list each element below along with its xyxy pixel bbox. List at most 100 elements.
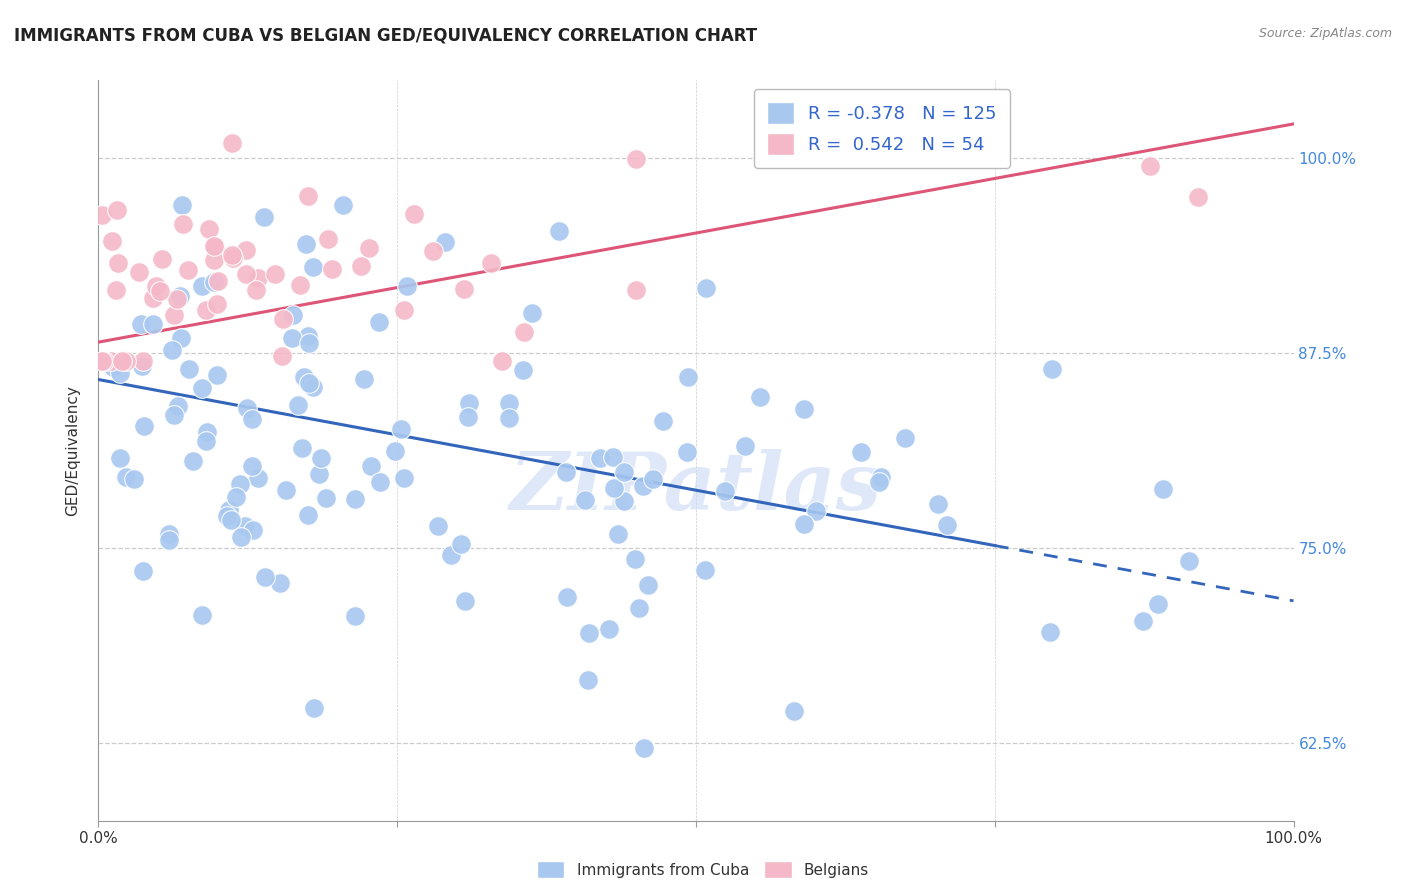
Point <box>1152 482 1174 496</box>
Point <box>297 329 319 343</box>
Point <box>219 513 242 527</box>
Point <box>623 552 645 566</box>
Point <box>554 465 576 479</box>
Point <box>205 368 228 382</box>
Point <box>205 297 228 311</box>
Point <box>157 526 180 541</box>
Point <box>389 422 412 436</box>
Point <box>253 211 276 225</box>
Point <box>714 484 737 499</box>
Point <box>195 302 218 317</box>
Text: IMMIGRANTS FROM CUBA VS BELGIAN GED/EQUIVALENCY CORRELATION CHART: IMMIGRANTS FROM CUBA VS BELGIAN GED/EQUI… <box>14 27 758 45</box>
Point <box>633 740 655 755</box>
Point <box>433 235 456 249</box>
Point <box>221 136 243 150</box>
Point <box>221 247 243 261</box>
Point <box>157 533 180 547</box>
Point <box>240 412 263 426</box>
Point <box>457 409 479 424</box>
Point <box>676 445 699 459</box>
Point <box>628 601 651 615</box>
Point <box>122 472 145 486</box>
Point <box>1132 614 1154 628</box>
Point <box>315 491 337 505</box>
Point <box>222 251 245 265</box>
Text: Source: ZipAtlas.com: Source: ZipAtlas.com <box>1258 27 1392 40</box>
Point <box>302 380 325 394</box>
Point <box>869 469 891 483</box>
Point <box>297 188 319 202</box>
Point <box>142 291 165 305</box>
Point <box>110 366 132 380</box>
Point <box>652 414 675 428</box>
Point <box>271 312 294 326</box>
Point <box>107 256 129 270</box>
Point <box>453 282 475 296</box>
Point <box>309 451 332 466</box>
Point <box>93 354 115 368</box>
Point <box>162 343 184 357</box>
Point <box>111 354 134 368</box>
Point <box>783 704 806 718</box>
Point <box>458 395 481 409</box>
Point <box>576 673 599 687</box>
Point <box>316 232 339 246</box>
Point <box>491 354 513 368</box>
Point <box>270 350 292 364</box>
Point <box>574 492 596 507</box>
Y-axis label: GED/Equivalency: GED/Equivalency <box>65 385 80 516</box>
Point <box>793 517 815 532</box>
Point <box>191 278 214 293</box>
Point <box>404 207 426 221</box>
Point <box>479 255 502 269</box>
Point <box>91 208 114 222</box>
Point <box>269 576 291 591</box>
Point <box>204 240 226 254</box>
Point <box>360 459 382 474</box>
Point <box>298 376 321 391</box>
Point <box>225 490 247 504</box>
Point <box>202 275 225 289</box>
Point <box>302 701 325 715</box>
Point <box>142 317 165 331</box>
Point <box>163 308 186 322</box>
Point <box>392 303 415 318</box>
Point <box>245 283 267 297</box>
Point <box>253 570 276 584</box>
Point <box>603 481 626 495</box>
Point <box>202 239 225 253</box>
Point <box>104 283 127 297</box>
Point <box>332 198 354 212</box>
Point <box>695 281 717 295</box>
Point <box>233 518 256 533</box>
Point <box>191 607 214 622</box>
Text: ZIPatlas: ZIPatlas <box>510 449 882 526</box>
Point <box>149 284 172 298</box>
Point <box>384 444 406 458</box>
Point <box>115 354 138 368</box>
Point <box>676 370 699 384</box>
Point <box>198 222 221 236</box>
Point <box>281 331 304 345</box>
Point <box>229 531 252 545</box>
Point <box>288 277 311 292</box>
Point <box>321 261 343 276</box>
Point <box>849 445 872 459</box>
Point <box>100 354 122 368</box>
Point <box>450 537 472 551</box>
Point <box>693 562 716 576</box>
Point <box>287 398 309 412</box>
Point <box>734 439 756 453</box>
Point <box>281 308 304 322</box>
Point <box>350 260 373 274</box>
Point <box>202 252 225 267</box>
Point <box>1187 190 1209 204</box>
Point <box>368 314 391 328</box>
Point <box>308 467 330 481</box>
Point <box>613 466 636 480</box>
Point <box>749 390 772 404</box>
Point <box>170 331 193 345</box>
Point <box>132 354 155 368</box>
Point <box>426 519 449 533</box>
Point <box>522 305 544 319</box>
